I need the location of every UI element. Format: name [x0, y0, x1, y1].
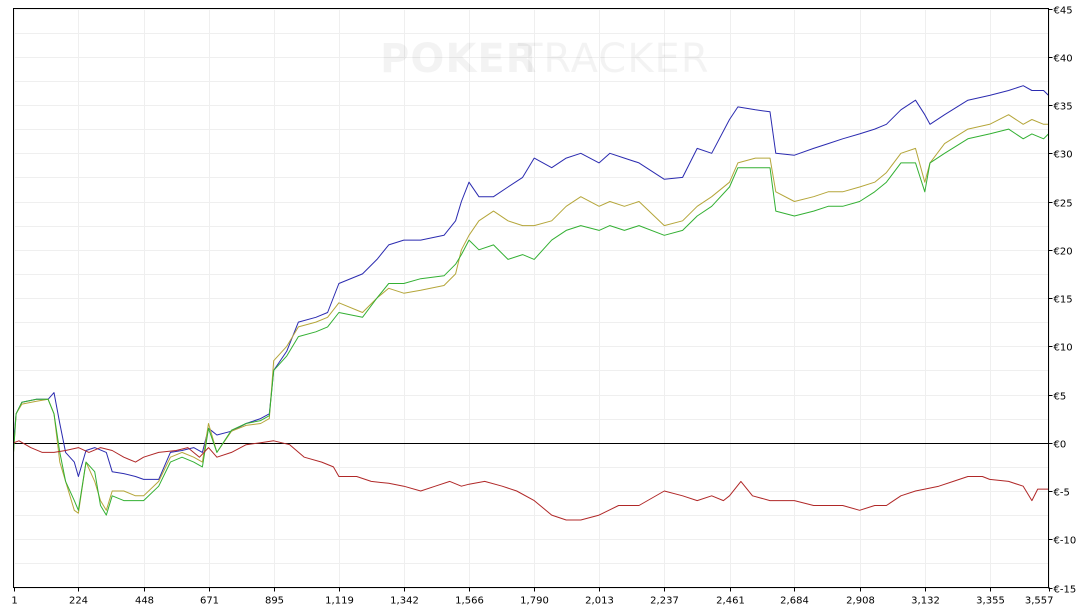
x-tick-label: 2,237 [650, 596, 679, 607]
x-tick-label: 2,461 [716, 596, 745, 607]
series-group [13, 85, 1049, 521]
grid [13, 8, 1050, 589]
y-tick-label: €30 [1054, 150, 1073, 161]
series-line-4 [13, 440, 1049, 521]
y-tick-label: €40 [1054, 54, 1073, 65]
y-tick-label: €45 [1054, 6, 1073, 17]
watermark-tracker: TRACKER [517, 36, 710, 82]
x-tick-label: 2,908 [846, 596, 875, 607]
y-axis: €45 €40 €35 €30 €25 €20 €15 €10 €5 €0 €-5 €-10 €-15 [1048, 6, 1077, 596]
y-tick-label: €-10 [1054, 536, 1077, 547]
x-tick-label: 3,557 [1025, 596, 1054, 607]
series-line-2 [13, 114, 1049, 514]
x-tick-label: 2,684 [780, 596, 809, 607]
y-tick-label: €20 [1054, 247, 1073, 258]
x-tick-label: 1 [11, 596, 17, 607]
x-tick-label: 448 [135, 596, 154, 607]
watermark: POKER TRACKER [380, 36, 710, 82]
y-tick-label: €35 [1054, 102, 1073, 113]
y-tick-label: €10 [1054, 343, 1073, 354]
x-tick-label: 671 [200, 596, 219, 607]
y-tick-label: €-15 [1054, 585, 1077, 596]
y-tick-label: €25 [1054, 199, 1073, 210]
series-line-1 [13, 85, 1049, 480]
x-tick-label: 3,355 [976, 596, 1005, 607]
y-tick-label: €-5 [1054, 488, 1070, 499]
x-tick-label: 1,119 [325, 596, 354, 607]
y-tick-label: €5 [1054, 392, 1067, 403]
x-axis: 1 224 448 671 895 1,119 1,342 1,566 1,790 2,013 2,… [11, 587, 1054, 607]
x-tick-label: 1,342 [390, 596, 419, 607]
x-tick-label: 895 [265, 596, 284, 607]
x-tick-label: 224 [69, 596, 88, 607]
series-line-3 [13, 128, 1049, 516]
x-tick-label: 2,013 [585, 596, 614, 607]
y-tick-label: €15 [1054, 295, 1073, 306]
x-tick-label: 1,790 [520, 596, 549, 607]
y-tick-label: €0 [1054, 440, 1067, 451]
x-tick-label: 3,132 [911, 596, 940, 607]
watermark-poker: POKER [380, 36, 537, 82]
x-tick-label: 1,566 [455, 596, 484, 607]
